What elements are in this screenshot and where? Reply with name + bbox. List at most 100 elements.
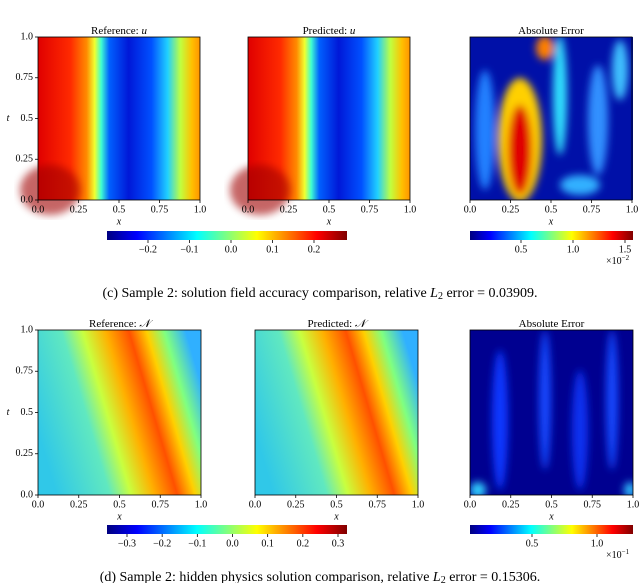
panel-title: Absolute Error [519, 318, 585, 330]
x-tick-label: 0.0 [249, 499, 262, 510]
y-axis-label: t [7, 407, 10, 418]
y-axis-label: t [7, 113, 10, 124]
panel-title: Predicted: 𝒩 [308, 318, 369, 330]
x-tick-label: 0.0 [242, 204, 255, 215]
colorbar-scale-exponent: −1 [622, 548, 630, 556]
colorbar-tick-label: −0.1 [180, 244, 198, 255]
x-tick-label: 0.25 [280, 204, 298, 215]
colorbar-tick-label: 1.0 [567, 244, 580, 255]
heatmap [255, 330, 418, 495]
y-tick-label: 0.5 [21, 407, 34, 418]
y-tick-label: 0.0 [21, 489, 34, 500]
x-axis-label: x [333, 511, 339, 522]
panel-title-symbol: u [350, 25, 356, 37]
panel-title-text: Reference: [91, 25, 139, 37]
panel-title-text: Reference: [89, 318, 137, 330]
panel-title-text: Predicted: [303, 25, 348, 37]
x-tick-label: 0.5 [545, 204, 558, 215]
colorbar-tick-label: −0.3 [118, 538, 136, 549]
colorbar-tick-label: 0.5 [526, 538, 539, 549]
colorbar-tick-label: 0.1 [266, 244, 279, 255]
error-map [470, 37, 633, 200]
x-tick-label: 0.75 [583, 204, 601, 215]
x-tick-label: 0.25 [70, 204, 88, 215]
y-tick-label: 0.5 [21, 113, 34, 124]
colorbar-tick-label: 0.3 [332, 538, 345, 549]
colorbar [107, 231, 347, 240]
x-tick-label: 0.25 [287, 499, 305, 510]
caption-subscript: 2 [441, 575, 446, 583]
y-tick-label: 0.75 [16, 366, 34, 377]
caption-symbol: L [432, 570, 441, 583]
heatmap-shade [230, 165, 290, 215]
x-tick-label: 1.0 [404, 204, 417, 215]
x-tick-label: 0.0 [32, 204, 45, 215]
colorbar-tick-label: 1.5 [619, 244, 632, 255]
x-tick-label: 0.25 [502, 204, 520, 215]
colorbar [470, 525, 633, 534]
x-tick-label: 0.75 [584, 499, 602, 510]
caption: (c) Sample 2: solution field accuracy co… [102, 286, 537, 302]
x-tick-label: 1.0 [627, 499, 640, 510]
x-tick-label: 0.5 [323, 204, 336, 215]
panel-title: Reference: 𝒩 [89, 318, 153, 330]
heatmap-shade [20, 165, 80, 215]
y-tick-label: 0.0 [21, 194, 34, 205]
x-axis-label: x [548, 216, 554, 227]
x-tick-label: 0.5 [113, 204, 126, 215]
colorbar-scale: ×10−1 [606, 548, 630, 562]
colorbar-tick-label: 0.2 [297, 538, 310, 549]
colorbar-tick-label: 0.0 [226, 538, 239, 549]
x-tick-label: 1.0 [412, 499, 425, 510]
x-tick-label: 1.0 [626, 204, 639, 215]
x-tick-label: 1.0 [194, 204, 207, 215]
caption-text: (d) Sample 2: hidden physics solution co… [100, 570, 433, 583]
panel-title: Predicted: u [303, 25, 356, 37]
error-map [470, 330, 633, 495]
caption-subscript: 2 [438, 291, 443, 302]
caption-symbol: L [429, 286, 438, 301]
x-tick-label: 0.25 [70, 499, 88, 510]
x-tick-label: 0.5 [113, 499, 126, 510]
y-tick-label: 1.0 [21, 324, 34, 335]
x-tick-label: 0.75 [151, 204, 169, 215]
colorbar-scale-exponent: −2 [622, 254, 630, 262]
colorbar-tick-label: 0.0 [225, 244, 238, 255]
colorbar [107, 525, 347, 534]
x-axis-label: x [548, 511, 554, 522]
colorbar-scale-base: ×10 [606, 256, 622, 267]
y-tick-label: 1.0 [21, 31, 34, 42]
colorbar-tick-label: −0.1 [188, 538, 206, 549]
colorbar-scale: ×10−2 [606, 254, 630, 268]
colorbar-tick-label: 1.0 [591, 538, 604, 549]
panel-title: Absolute Error [518, 25, 584, 37]
colorbar-tick-label: −0.2 [153, 538, 171, 549]
x-tick-label: 0.5 [545, 499, 558, 510]
caption: (d) Sample 2: hidden physics solution co… [100, 570, 541, 583]
panel-title-symbol: u [141, 25, 147, 37]
x-axis-label: x [326, 216, 332, 227]
y-tick-label: 0.75 [16, 72, 34, 83]
y-tick-label: 0.25 [16, 448, 34, 459]
panel-title-symbol: 𝒩 [355, 318, 369, 330]
x-tick-label: 0.5 [330, 499, 343, 510]
x-tick-label: 0.75 [361, 204, 379, 215]
x-tick-label: 0.0 [32, 499, 45, 510]
colorbar [470, 231, 633, 240]
x-axis-label: x [116, 216, 122, 227]
x-tick-label: 0.25 [502, 499, 520, 510]
caption-text: (c) Sample 2: solution field accuracy co… [102, 286, 430, 301]
x-tick-label: 0.75 [152, 499, 170, 510]
caption-rest: error = 0.03909. [443, 286, 538, 301]
colorbar-tick-label: −0.2 [139, 244, 157, 255]
colorbar-tick-label: 0.1 [261, 538, 274, 549]
x-tick-label: 0.0 [464, 204, 477, 215]
colorbar-scale-base: ×10 [606, 550, 622, 561]
panel-title-symbol: 𝒩 [139, 318, 153, 330]
panel-title-text: Absolute Error [518, 25, 584, 37]
colorbar-tick-label: 0.2 [308, 244, 321, 255]
caption-rest: error = 0.15306. [446, 570, 541, 583]
panel-title-text: Absolute Error [519, 318, 585, 330]
heatmap [38, 330, 201, 495]
